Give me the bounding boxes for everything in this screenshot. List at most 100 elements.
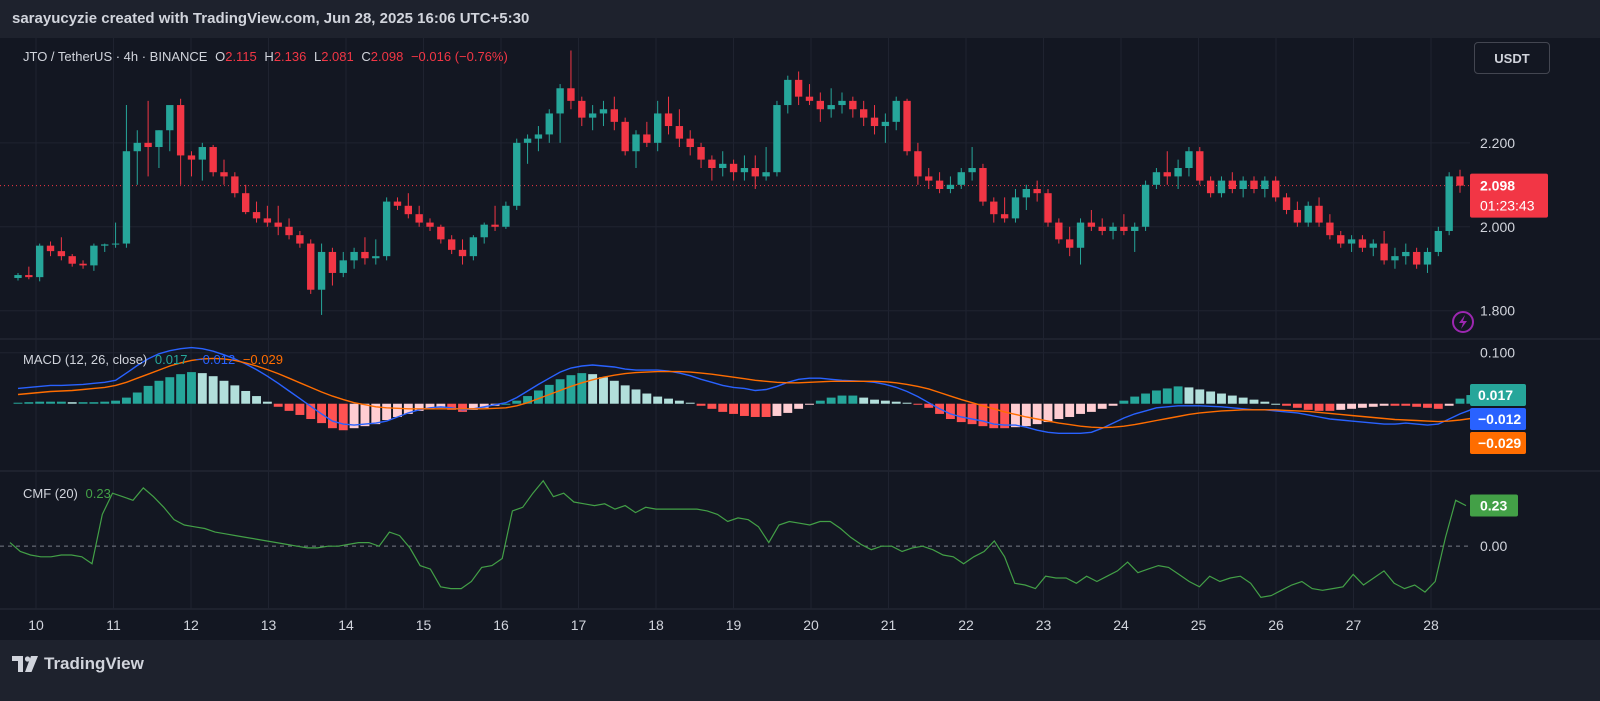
time-axis[interactable]: 10 11 12 13 14 15 16 17 18 19 20 21 22 23 24 25 26 27 28	[28, 617, 1439, 633]
macd-histogram-bar	[447, 403, 457, 410]
macd-histogram-bar	[1227, 395, 1237, 404]
macd-histogram-bar	[870, 399, 879, 404]
last-price-badge-countdown: 01:23:43	[1480, 198, 1535, 214]
candle-body	[491, 224, 499, 227]
macd-histogram-bar	[1206, 391, 1216, 404]
macd-histogram-bar	[772, 403, 782, 416]
macd-histogram-bar	[642, 393, 652, 404]
cmf-tick-label: 0.00	[1480, 538, 1507, 554]
macd-histogram-bar	[1086, 403, 1096, 412]
macd-histogram-bar	[718, 403, 728, 412]
macd-histogram-bar	[111, 400, 121, 404]
candle-body	[480, 224, 488, 238]
macd-histogram-bar	[468, 403, 478, 410]
symbol-name[interactable]: JTO / TetherUS · 4h · BINANCE	[23, 49, 208, 64]
candle-body	[664, 113, 673, 127]
candle-body	[849, 100, 857, 110]
last-price-badge-price: 2.098	[1480, 178, 1515, 194]
high-label: H	[264, 49, 274, 64]
chart-credit: sarayucyzie created with TradingView.com…	[12, 10, 530, 27]
price-axis[interactable]: 2.200 2.000 1.800 0.100 0.00	[1480, 135, 1515, 554]
macd-histogram-bar	[371, 403, 381, 425]
macd-tick-label: 0.100	[1480, 345, 1515, 361]
candle-body	[1445, 176, 1453, 231]
candle-body	[317, 251, 326, 290]
macd-histogram-bar	[1108, 403, 1118, 406]
macd-histogram-bar	[1401, 403, 1411, 406]
macd-histogram-bar	[1368, 403, 1378, 407]
macd-histogram-bar	[121, 397, 131, 404]
candle-body	[209, 147, 217, 173]
macd-histogram-bar	[1238, 397, 1248, 404]
candle-body	[231, 176, 239, 194]
macd-histogram-bar	[848, 395, 858, 404]
candle-body	[675, 126, 684, 139]
cmf-title[interactable]: CMF (20)	[23, 486, 78, 501]
candle-body	[372, 256, 380, 259]
macd-histogram-bar	[273, 403, 283, 407]
candle-body	[729, 163, 738, 173]
candle-body	[1087, 222, 1096, 227]
macd-histogram-bar	[143, 385, 153, 404]
candle-body	[1174, 168, 1182, 177]
candle-body	[1402, 251, 1410, 257]
macd-histogram-bar	[1379, 403, 1389, 406]
lightning-icon	[1459, 315, 1467, 329]
macd-histogram-bar	[327, 403, 337, 429]
candle-body	[567, 88, 575, 101]
candle-body	[133, 142, 141, 152]
candle-body	[1380, 243, 1388, 261]
time-tick-label: 12	[183, 617, 199, 633]
macd-histogram-bar	[1260, 401, 1270, 404]
macd-histogram-bar	[902, 402, 912, 404]
macd-histogram-bar	[1336, 403, 1346, 410]
candle-body	[643, 134, 651, 143]
macd-histogram-bar	[501, 403, 511, 405]
candle-body	[1055, 222, 1063, 240]
macd-histogram-bar	[815, 400, 825, 404]
candle-body	[111, 243, 120, 245]
macd-histogram-bar	[1065, 403, 1075, 417]
value-badges: 2.098 01:23:43 0.017 −0.012 −0.029 0.23	[1452, 173, 1548, 517]
candle-body	[155, 130, 163, 148]
macd-histogram-bar	[1455, 398, 1465, 404]
macd-histogram-bar	[1076, 403, 1085, 414]
macd-histogram-bar	[566, 375, 576, 404]
candle-body	[1434, 230, 1443, 252]
candle-body	[578, 100, 586, 118]
macd-histogram-bar	[1217, 393, 1226, 404]
candle-body	[14, 275, 22, 278]
candle-body	[740, 168, 749, 173]
candle-body	[469, 237, 478, 257]
candle-body	[588, 113, 597, 118]
time-tick-label: 21	[881, 617, 897, 633]
tradingview-logo[interactable]: TradingView	[12, 654, 144, 674]
macd-histogram-bar	[577, 373, 587, 404]
price-tick-label: 2.000	[1480, 219, 1515, 235]
macd-histogram-bar	[707, 403, 717, 409]
macd-histogram-bar	[956, 403, 966, 423]
macd-hist-value: 0.017	[154, 352, 188, 367]
candle-body	[556, 88, 564, 114]
candle-body	[1271, 180, 1280, 198]
candle-body	[1423, 251, 1432, 265]
macd-histogram-bar	[913, 403, 923, 405]
macd-histogram-bar	[1119, 400, 1129, 404]
cmf-value-badge-text: 0.23	[1480, 498, 1507, 514]
macd-histogram-bar	[295, 403, 305, 415]
price-tick-label: 1.800	[1480, 303, 1515, 319]
currency-button[interactable]: USDT	[1474, 42, 1550, 74]
time-tick-label: 17	[571, 617, 587, 633]
macd-histogram-bar	[89, 402, 99, 404]
macd-histogram-bar	[132, 392, 142, 404]
candle-body	[274, 222, 282, 227]
macd-histogram-bar	[696, 403, 706, 406]
macd-histogram-bar	[1357, 403, 1367, 408]
macd-line-badge	[1470, 408, 1526, 430]
candle-body	[122, 151, 131, 244]
candle-body	[1369, 243, 1377, 248]
macd-histogram-bar	[458, 403, 467, 412]
macd-title[interactable]: MACD (12, 26, close)	[23, 352, 148, 367]
cmf-value: 0.23	[85, 486, 111, 501]
